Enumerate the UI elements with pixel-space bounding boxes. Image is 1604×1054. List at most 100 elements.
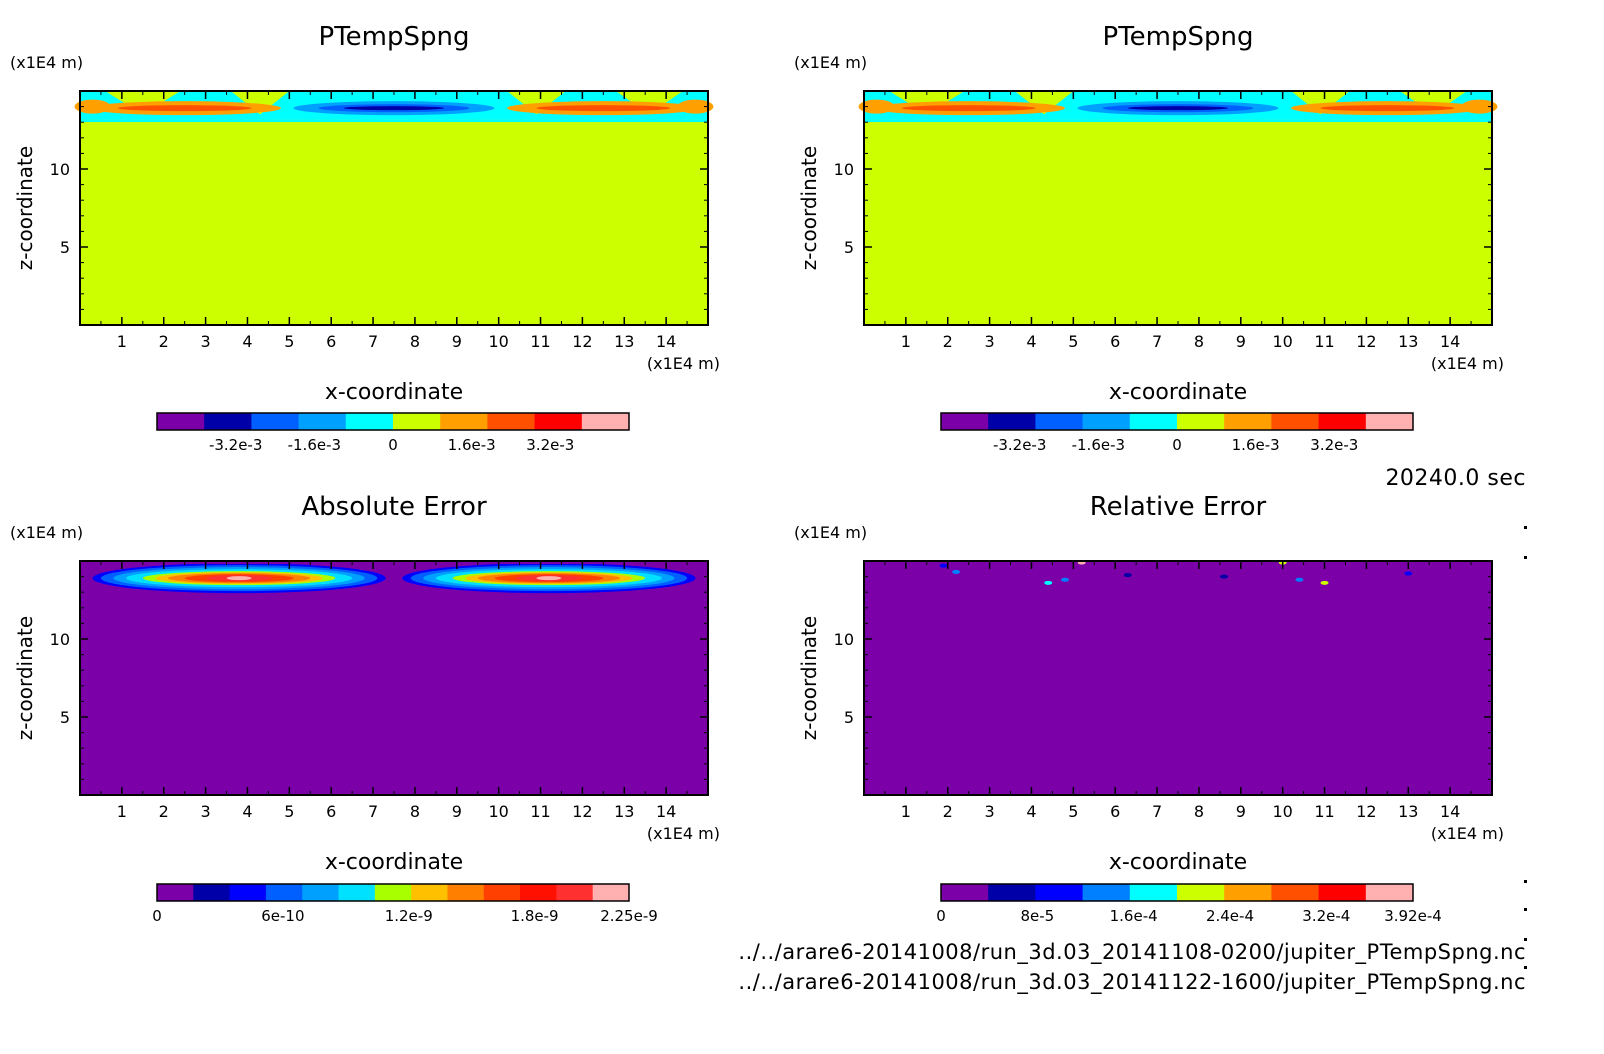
colorbar-swatch [483,884,521,901]
colorbar-swatch [193,884,231,901]
cold-core [343,106,445,111]
warm-edge [677,99,714,114]
time-label: 20240.0 sec [1385,466,1526,491]
x-tick-label: 13 [614,802,634,821]
colorbar-tick-label: 1.6e-3 [1232,436,1280,454]
colorbar-swatch [157,413,205,430]
y-tick-label: 10 [50,630,70,649]
y-tick-label: 5 [844,238,854,257]
colorbar-frame [156,883,630,902]
y-tick-label: 10 [834,630,854,649]
colorbar-swatch [1271,884,1320,901]
colorbar-swatch [1271,413,1320,430]
x-tick-label: 13 [614,332,634,351]
file-path-2: ../../arare6-20141008/run_3d.03_20141122… [738,970,1526,994]
margin-dot [1524,966,1527,969]
x-tick-label: 3 [985,802,995,821]
x-tick-label: 2 [159,802,169,821]
x-tick-label: 9 [1236,332,1246,351]
x-axis-label: x-coordinate [1109,380,1247,405]
x-tick-label: 13 [1398,332,1418,351]
x-tick-label: 11 [530,802,550,821]
x-tick-label: 8 [410,802,420,821]
x-tick-label: 8 [1194,802,1204,821]
colorbar-frame [156,412,630,431]
margin-dot [1524,556,1527,559]
colorbar-tick-label: -1.6e-3 [1072,436,1125,454]
chart-panel [864,560,1492,795]
x-tick-label: 6 [326,332,336,351]
colorbar-swatch [1129,413,1178,430]
colorbar-swatch [440,413,488,430]
y-tick-label: 10 [50,160,70,179]
x-tick-label: 14 [656,332,676,351]
colorbar-swatch [1224,413,1272,430]
x-tick-label: 7 [368,802,378,821]
x-tick-label: 6 [1110,802,1120,821]
y-axis-label: z-coordinate [797,616,821,740]
colorbar-tick-label: 0 [152,907,162,925]
colorbar-tick-label: 2.25e-9 [600,907,658,925]
error-contour [226,576,252,581]
error-spot [1295,577,1304,582]
x-tick-label: 6 [326,802,336,821]
x-tick-label: 11 [530,332,550,351]
x-tick-label: 7 [1152,802,1162,821]
warm-core [536,105,671,112]
colorbar-tick-label: 3.2e-4 [1302,907,1350,925]
colorbar-tick-label: 0 [388,436,398,454]
x-tick-label: 3 [985,332,995,351]
colorbar-swatch [988,413,1036,430]
x-tick-label: 2 [943,332,953,351]
x-axis-unit: (x1E4 m) [1431,824,1504,843]
x-tick-label: 8 [1194,332,1204,351]
file-path-1: ../../arare6-20141008/run_3d.03_20141108… [738,940,1526,964]
error-spot [1404,571,1413,576]
x-axis-unit: (x1E4 m) [647,354,720,373]
y-axis-label: z-coordinate [797,146,821,270]
x-tick-label: 3 [201,802,211,821]
colorbar-swatch [1035,884,1084,901]
x-tick-label: 1 [901,332,911,351]
x-tick-label: 9 [452,802,462,821]
x-tick-label: 2 [943,802,953,821]
error-spot [1123,573,1132,578]
field-background [80,91,708,325]
colorbar-swatch [204,413,252,430]
x-axis-unit: (x1E4 m) [1431,354,1504,373]
colorbar-tick-label: 6e-10 [261,907,304,925]
colorbar-tick-label: 2.4e-4 [1206,907,1254,925]
x-tick-label: 13 [1398,802,1418,821]
colorbar-swatch [556,884,594,901]
chart-title: Absolute Error [301,492,487,522]
x-tick-label: 14 [1440,332,1460,351]
colorbar-tick-label: 1.2e-9 [385,907,433,925]
chart-panel [858,91,1498,325]
x-axis-unit: (x1E4 m) [647,824,720,843]
field-background [864,91,1492,325]
field-band [80,119,708,123]
colorbar-swatch [157,884,194,901]
colorbar-tick-label: -1.6e-3 [288,436,341,454]
colorbar-swatch [941,413,989,430]
x-tick-label: 9 [452,332,462,351]
x-tick-label: 11 [1314,802,1334,821]
x-tick-label: 4 [1026,332,1036,351]
colorbar-frame [940,412,1414,431]
field-wedge [230,91,290,115]
x-tick-label: 10 [1272,802,1292,821]
x-axis-label: x-coordinate [1109,850,1247,875]
chart-panel [80,561,708,795]
chart-title: PTempSpng [1103,22,1254,52]
colorbar-swatch [251,413,300,430]
x-tick-label: 9 [1236,802,1246,821]
y-tick-label: 5 [844,708,854,727]
y-tick-label: 5 [60,708,70,727]
field-wedge [1291,91,1350,115]
colorbar-tick-label: 3.2e-3 [1310,436,1358,454]
colorbar-swatch [1082,413,1131,430]
x-tick-label: 11 [1314,332,1334,351]
x-tick-label: 5 [284,332,294,351]
colorbar-swatch [1129,884,1178,901]
x-tick-label: 12 [1356,802,1376,821]
